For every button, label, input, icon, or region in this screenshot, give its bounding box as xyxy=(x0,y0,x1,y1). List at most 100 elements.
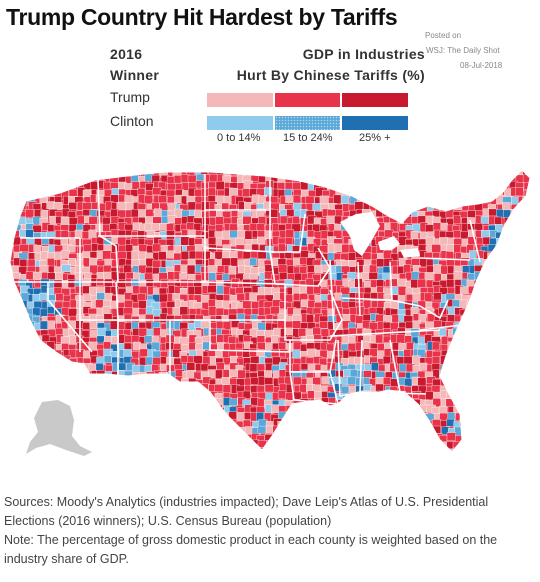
county-cell xyxy=(363,426,373,435)
county-cell xyxy=(460,439,470,450)
county-cell xyxy=(117,419,127,429)
county-cell xyxy=(431,407,440,415)
county-cell xyxy=(347,441,355,450)
county-cell xyxy=(21,412,29,421)
county-cell xyxy=(418,447,428,452)
county-cell xyxy=(531,308,538,317)
county-cell xyxy=(55,173,64,183)
county-cell xyxy=(103,341,111,350)
county-cell xyxy=(195,455,202,463)
county-cell xyxy=(314,448,322,452)
county-cell xyxy=(518,327,528,337)
county-cell xyxy=(529,170,530,177)
county-cell xyxy=(188,390,197,400)
posted-line-1: Posted on xyxy=(425,31,462,40)
county-cell xyxy=(333,439,342,448)
county-cell xyxy=(55,293,64,301)
county-cell xyxy=(137,230,145,240)
county-cell xyxy=(301,406,309,415)
county-cell xyxy=(355,439,365,448)
county-cell xyxy=(516,370,524,379)
county-cell xyxy=(111,392,121,401)
county-cell xyxy=(229,439,238,448)
county-cell xyxy=(280,433,289,442)
county-cell xyxy=(257,376,266,386)
county-cell xyxy=(292,194,301,204)
county-cell xyxy=(473,170,482,177)
county-cell xyxy=(328,454,336,461)
county-cell xyxy=(88,229,97,239)
county-cell xyxy=(221,412,230,422)
county-cell xyxy=(174,391,182,401)
county-cell xyxy=(370,393,379,403)
county-cell xyxy=(95,194,104,204)
county-cell xyxy=(244,447,253,452)
county-cell xyxy=(523,427,530,436)
county-cell xyxy=(460,170,470,176)
county-cell xyxy=(419,362,428,371)
county-cell xyxy=(14,300,22,309)
county-cell xyxy=(501,378,510,388)
county-cell xyxy=(516,406,526,414)
county-cell xyxy=(342,175,352,185)
county-cell xyxy=(312,170,321,178)
county-cell xyxy=(229,187,238,197)
county-cell xyxy=(453,350,463,359)
county-cell xyxy=(333,411,343,421)
county-cell xyxy=(495,398,505,408)
county-cell xyxy=(509,411,518,420)
county-cell xyxy=(525,257,530,267)
county-cell xyxy=(293,376,302,385)
county-cell xyxy=(517,230,527,240)
county-cell xyxy=(104,418,114,426)
county-cell xyxy=(284,327,293,336)
county-cell xyxy=(229,448,239,452)
county-cell xyxy=(46,370,55,380)
county-cell xyxy=(131,407,140,417)
county-cell xyxy=(167,421,176,430)
county-cell xyxy=(355,377,364,387)
county-cell xyxy=(19,385,28,395)
county-cell xyxy=(312,433,322,441)
county-cell xyxy=(474,358,482,367)
county-cell xyxy=(168,456,176,465)
note-line-1: Note: The percentage of gross domestic p… xyxy=(4,533,498,547)
county-cell xyxy=(96,404,107,414)
county-cell xyxy=(389,174,399,182)
county-cell xyxy=(473,313,483,323)
county-cell xyxy=(11,175,21,185)
county-cell xyxy=(489,321,499,330)
legend-swatch-clinton-high xyxy=(342,116,408,130)
county-cell xyxy=(467,390,478,399)
county-cell xyxy=(10,397,17,406)
county-cell xyxy=(389,278,398,287)
county-cell xyxy=(405,189,413,200)
county-cell xyxy=(20,349,29,357)
county-cell xyxy=(109,418,120,426)
county-cell xyxy=(12,426,21,435)
county-cell xyxy=(270,440,279,448)
county-cell xyxy=(278,369,287,378)
county-cell xyxy=(369,446,377,452)
county-cell xyxy=(292,245,300,253)
county-cell xyxy=(10,441,15,450)
county-cell xyxy=(523,215,530,224)
county-cell xyxy=(405,181,413,191)
county-cell xyxy=(19,181,29,191)
county-cell xyxy=(173,411,182,420)
county-cell xyxy=(249,447,258,452)
county-cell xyxy=(439,448,449,452)
county-cell xyxy=(502,336,511,346)
county-cell xyxy=(419,440,430,449)
county-cell xyxy=(361,181,370,191)
county-cell xyxy=(530,294,537,302)
county-cell xyxy=(487,425,496,435)
county-cell xyxy=(390,398,400,408)
county-cell xyxy=(140,398,149,408)
county-cell xyxy=(532,448,540,456)
county-cell xyxy=(480,355,490,364)
county-cell xyxy=(180,251,189,260)
county-cell xyxy=(103,271,112,280)
county-cell xyxy=(343,434,352,443)
county-cell xyxy=(305,195,315,205)
